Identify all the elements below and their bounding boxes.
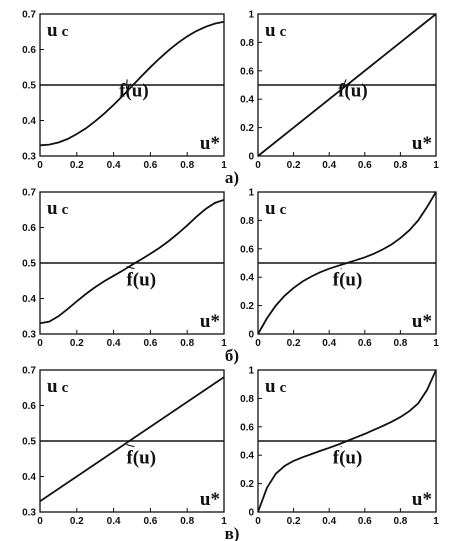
- x-tick-label: 0.4: [322, 516, 336, 527]
- y-tick-label: 0.2: [240, 123, 254, 134]
- x-tick-label: 0.6: [143, 516, 157, 527]
- x-tick-label: 0.4: [322, 338, 336, 349]
- x-tick-label: 0: [255, 160, 261, 171]
- x-axis-label: u*: [412, 133, 432, 154]
- x-tick-label: 0.6: [358, 338, 372, 349]
- y-tick-label: 0.7: [22, 188, 36, 199]
- y-tick-label: 0.3: [22, 330, 36, 341]
- x-axis-label: u*: [412, 489, 432, 510]
- curve-label-leader: [126, 266, 135, 270]
- y-tick-label: 0.5: [22, 259, 36, 270]
- curve-label-leader: [126, 444, 135, 448]
- x-tick-label: 0.4: [322, 160, 336, 171]
- curve-label: f(u): [333, 270, 363, 291]
- x-tick-label: 0.2: [287, 338, 301, 349]
- x-tick-label: 0.8: [393, 338, 407, 349]
- y-tick-label: 0.4: [240, 451, 254, 462]
- curve-label: f(u): [126, 448, 156, 469]
- y-tick-label: 0.3: [22, 152, 36, 163]
- x-tick-label: 1: [433, 516, 439, 527]
- x-tick-label: 0.2: [70, 516, 84, 527]
- y-tick-label: 0.7: [22, 366, 36, 377]
- y-tick-label: 0.4: [22, 472, 36, 483]
- x-tick-label: 0.2: [70, 338, 84, 349]
- x-tick-label: 1: [221, 160, 227, 171]
- x-tick-label: 0.2: [70, 160, 84, 171]
- x-tick-label: 1: [433, 160, 439, 171]
- x-tick-label: 0.6: [358, 516, 372, 527]
- y-tick-label: 0.6: [22, 401, 36, 412]
- x-tick-label: 0: [37, 160, 43, 171]
- curve-label: f(u): [119, 80, 149, 101]
- x-tick-label: 1: [433, 338, 439, 349]
- y-tick-label: 0.5: [22, 81, 36, 92]
- y-tick-label: 0.8: [240, 394, 254, 405]
- y-tick-label: 0.5: [22, 437, 36, 448]
- y-tick-label: 0: [248, 508, 254, 519]
- y-tick-label: 1: [248, 10, 254, 21]
- x-tick-label: 0: [255, 338, 261, 349]
- y-tick-label: 0.6: [240, 244, 254, 255]
- y-tick-label: 0.7: [22, 10, 36, 21]
- curve-label-leader: [341, 79, 347, 91]
- series-line-curve: [39, 20, 225, 147]
- y-tick-label: 0: [248, 152, 254, 163]
- x-tick-label: 0: [255, 516, 261, 527]
- x-tick-label: 0.2: [287, 160, 301, 171]
- x-tick-label: 0: [37, 338, 43, 349]
- y-tick-label: 1: [248, 188, 254, 199]
- curve-label-leader: [125, 79, 128, 89]
- curve-label: f(u): [338, 80, 368, 101]
- x-tick-label: 1: [221, 338, 227, 349]
- y-tick-label: 0.2: [240, 479, 254, 490]
- y-tick-label: 0.4: [240, 273, 254, 284]
- x-tick-label: 0: [37, 516, 43, 527]
- y-tick-label: 0.4: [22, 116, 36, 127]
- y-tick-label: 0.6: [240, 422, 254, 433]
- x-axis-label: u*: [200, 489, 220, 510]
- x-tick-label: 0.4: [107, 160, 121, 171]
- y-tick-label: 0.2: [240, 301, 254, 312]
- x-tick-label: 0.8: [180, 160, 194, 171]
- x-tick-label: 0.4: [107, 516, 121, 527]
- x-axis-label: u*: [200, 311, 220, 332]
- x-tick-label: 0.8: [393, 516, 407, 527]
- x-tick-label: 0.2: [287, 516, 301, 527]
- y-tick-label: 0.8: [240, 216, 254, 227]
- x-tick-label: 0.6: [143, 160, 157, 171]
- x-tick-label: 0.6: [358, 160, 372, 171]
- row-label-c: в): [225, 524, 240, 541]
- x-tick-label: 0.8: [393, 160, 407, 171]
- y-tick-label: 0.8: [240, 38, 254, 49]
- y-tick-label: 0.4: [240, 95, 254, 106]
- series-line-curve: [39, 376, 225, 503]
- curve-label: f(u): [333, 448, 363, 469]
- x-tick-label: 0.6: [143, 338, 157, 349]
- x-axis-label: u*: [412, 311, 432, 332]
- x-tick-label: 0.8: [180, 338, 194, 349]
- y-tick-label: 1: [248, 366, 254, 377]
- row-label-a: а): [225, 168, 239, 187]
- x-tick-label: 0.8: [180, 516, 194, 527]
- row-label-b: б): [225, 346, 239, 365]
- y-tick-label: 0.6: [22, 45, 36, 56]
- y-tick-label: 0.6: [240, 66, 254, 77]
- y-tick-label: 0: [248, 330, 254, 341]
- y-tick-label: 0.6: [22, 223, 36, 234]
- y-tick-label: 0.3: [22, 508, 36, 519]
- y-tick-label: 0.4: [22, 294, 36, 305]
- x-axis-label: u*: [200, 133, 220, 154]
- series-line-curve: [39, 198, 225, 325]
- curve-label: f(u): [126, 270, 156, 291]
- x-tick-label: 1: [221, 516, 227, 527]
- x-tick-label: 0.4: [107, 338, 121, 349]
